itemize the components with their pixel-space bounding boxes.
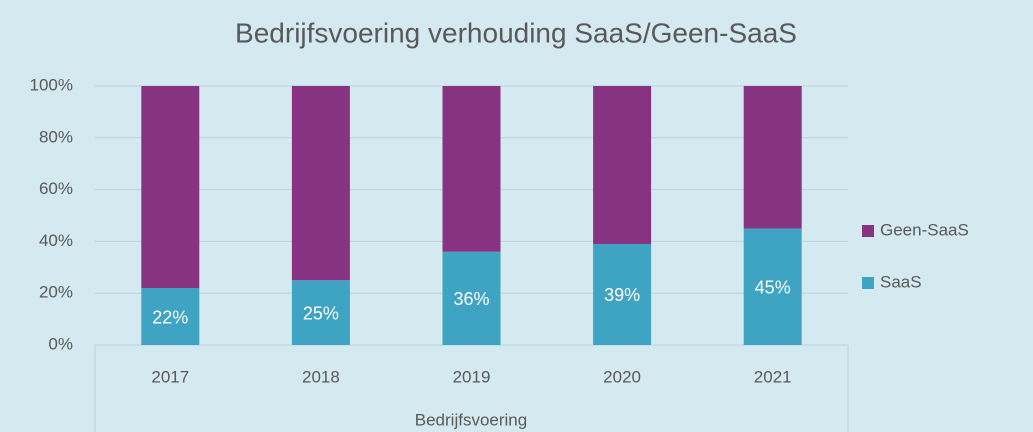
bar-segment [291,86,350,281]
data-label: 45% [755,277,791,297]
x-tick-label: 2018 [302,367,340,386]
y-tick-label: 0% [48,334,73,353]
x-tick-label: 2020 [603,367,641,386]
y-tick-label: 100% [30,75,73,94]
data-label: 22% [152,307,188,327]
x-group-label: Bedrijfsvoering [415,410,527,429]
y-tick-label: 40% [39,231,73,250]
x-tick-label: 2019 [453,367,491,386]
y-tick-label: 80% [39,127,73,146]
y-tick-label: 60% [39,179,73,198]
bar-segment [743,228,802,345]
bar-segment [442,251,501,345]
bar-segment [593,243,652,345]
chart-title: Bedrijfsvoering verhouding SaaS/Geen-Saa… [235,17,797,48]
legend-swatch [862,277,874,289]
data-label: 36% [453,289,489,309]
bar-segment [743,86,802,229]
x-tick-label: 2021 [754,367,792,386]
legend-label: Geen-SaaS [880,220,969,239]
legend-label: SaaS [880,272,922,291]
data-label: 39% [604,285,640,305]
bar-segment [291,280,350,345]
bar-segment [593,86,652,244]
bar-segment [442,86,501,252]
data-label: 25% [303,303,339,323]
x-tick-label: 2017 [151,367,189,386]
bar-segment [141,288,200,345]
y-tick-label: 20% [39,283,73,302]
bar-segment [141,86,200,289]
legend-swatch [862,225,874,237]
